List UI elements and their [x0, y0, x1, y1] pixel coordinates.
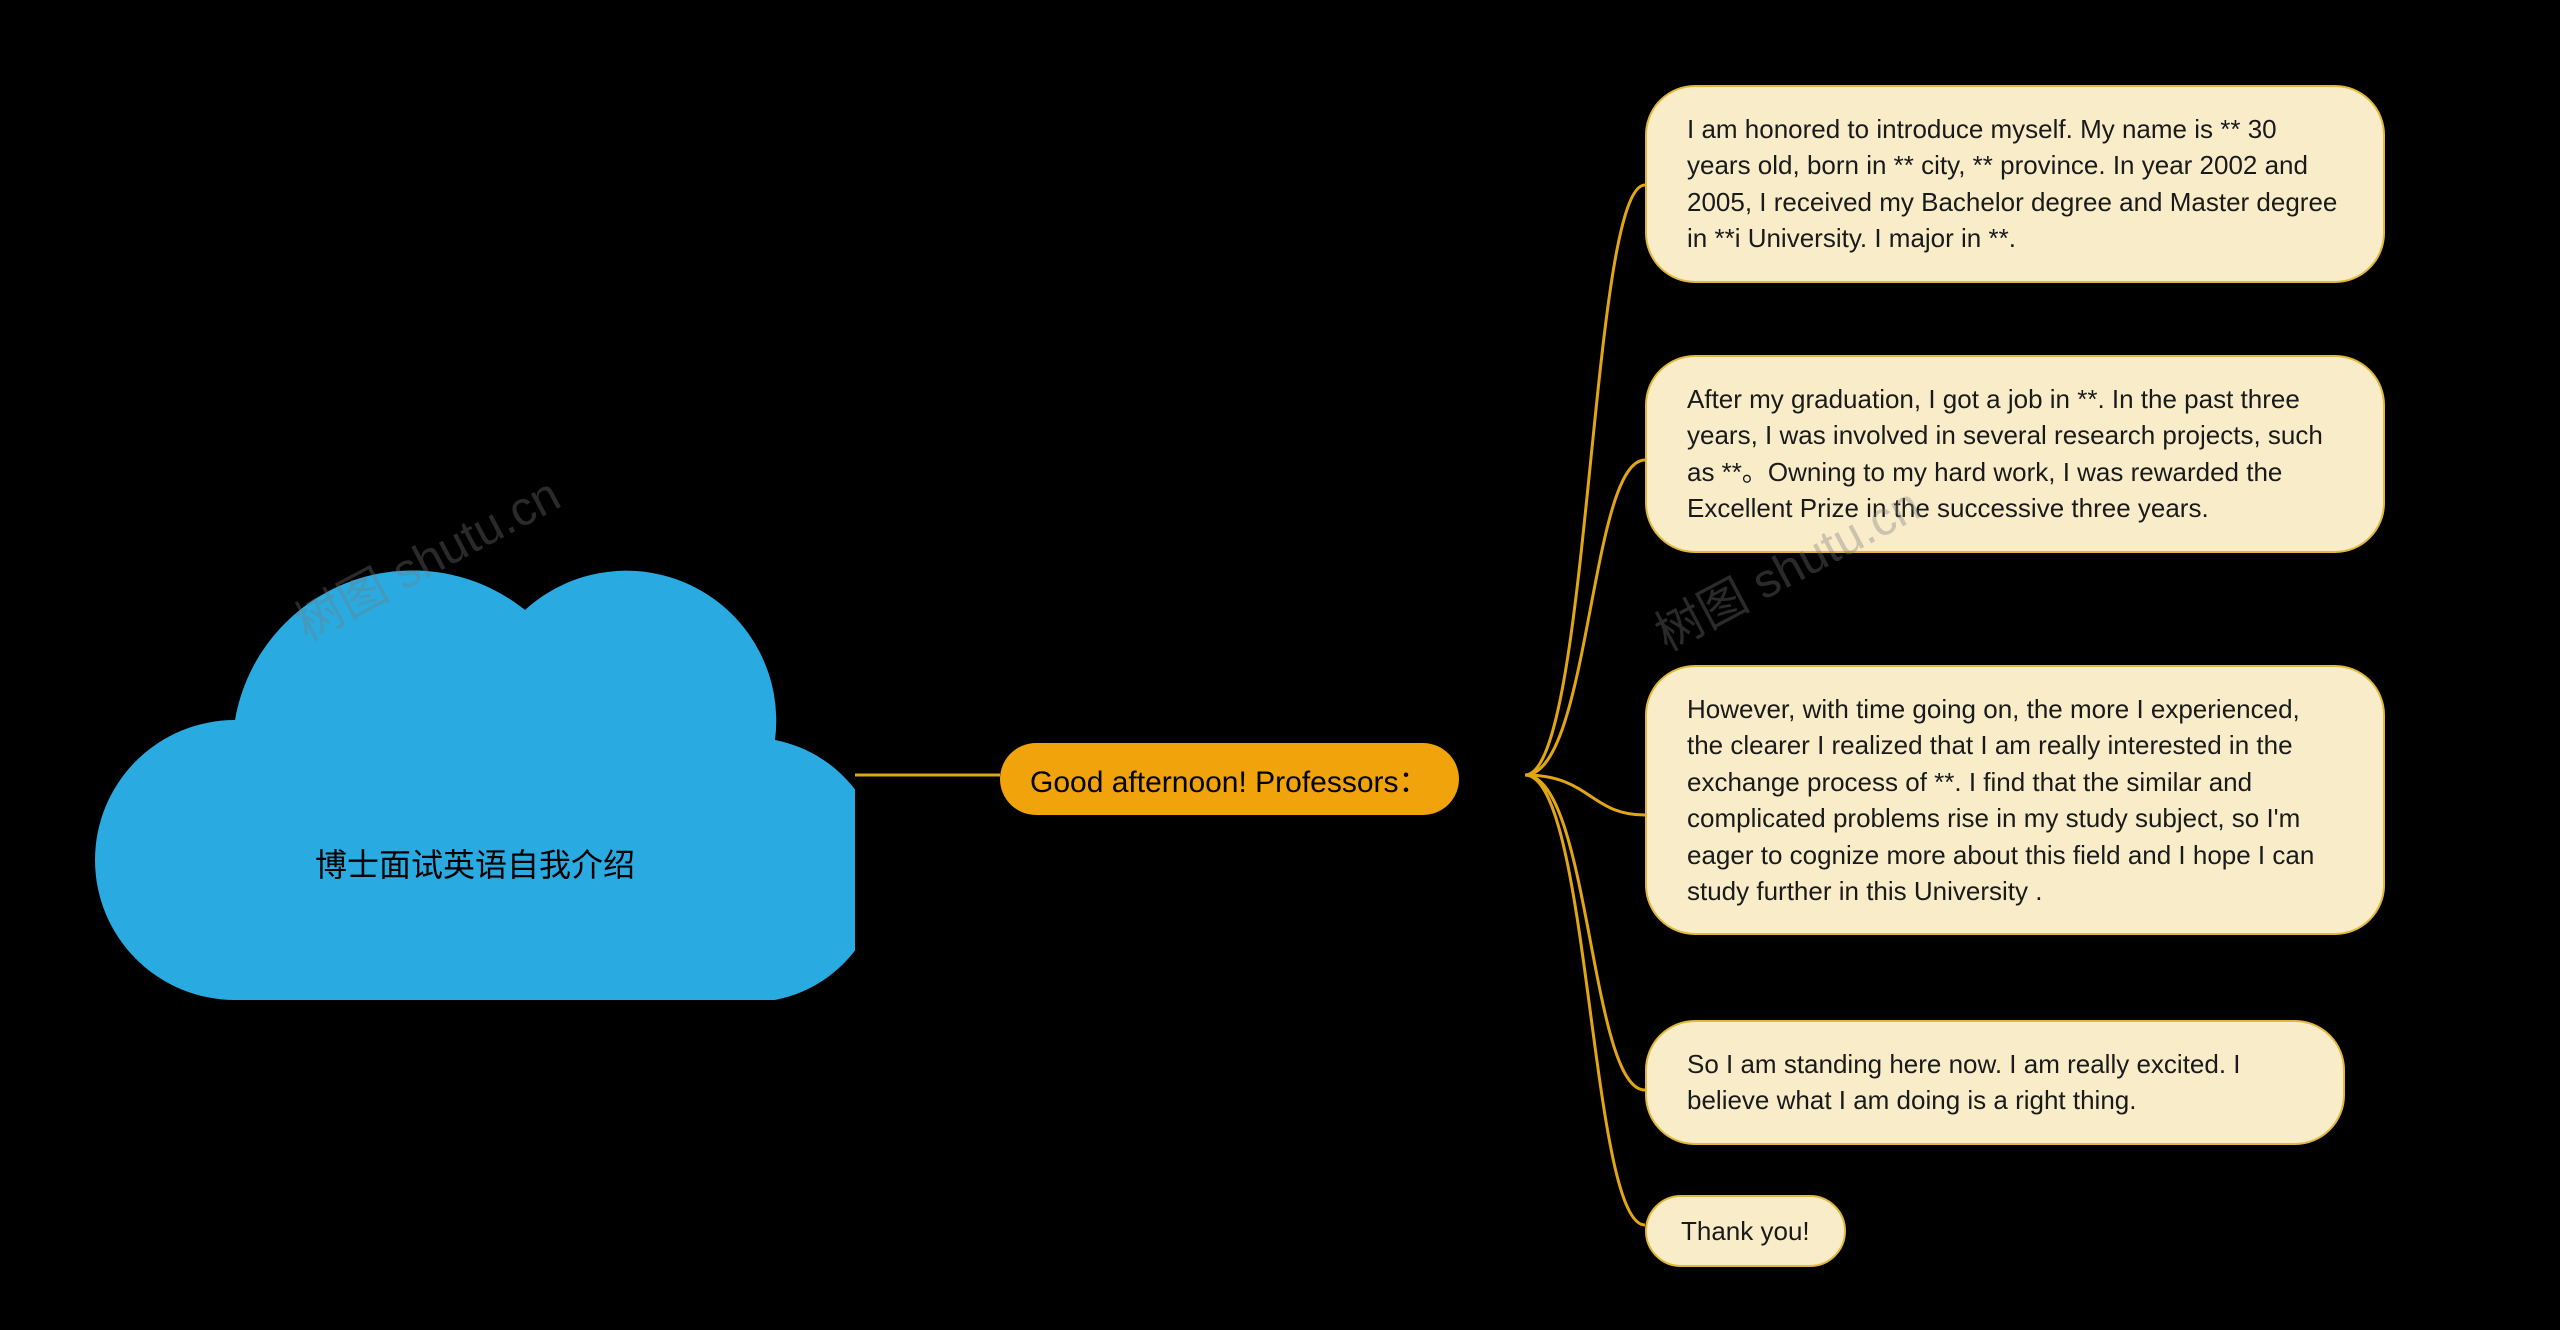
leaf-node[interactable]: After my graduation, I got a job in **. … [1645, 355, 2385, 553]
root-label: 博士面试英语自我介绍 [95, 840, 855, 886]
leaf-text: I am honored to introduce myself. My nam… [1687, 114, 2337, 253]
leaf-text: So I am standing here now. I am really e… [1687, 1049, 2241, 1115]
leaf-node[interactable]: However, with time going on, the more I … [1645, 665, 2385, 935]
leaf-node[interactable]: I am honored to introduce myself. My nam… [1645, 85, 2385, 283]
root-node-cloud[interactable]: 博士面试英语自我介绍 [95, 480, 855, 1000]
leaf-text: However, with time going on, the more I … [1687, 694, 2314, 906]
mid-label: Good afternoon! Professors： [1030, 766, 1429, 799]
cloud-icon [95, 480, 855, 1000]
leaf-node[interactable]: So I am standing here now. I am really e… [1645, 1020, 2345, 1145]
mid-node[interactable]: Good afternoon! Professors： [1000, 743, 1459, 815]
leaf-text: After my graduation, I got a job in **. … [1687, 384, 2323, 523]
leaf-node[interactable]: Thank you! [1645, 1195, 1846, 1267]
leaf-text: Thank you! [1681, 1216, 1810, 1246]
mindmap-canvas: 博士面试英语自我介绍 Good afternoon! Professors： I… [0, 0, 2560, 1330]
